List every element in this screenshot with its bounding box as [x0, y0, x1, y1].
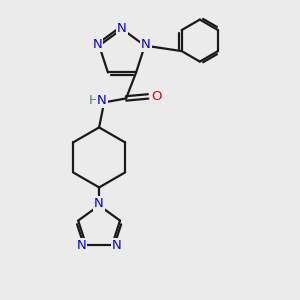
- Text: H: H: [89, 94, 99, 107]
- Text: N: N: [117, 22, 127, 34]
- Text: N: N: [92, 38, 102, 51]
- Text: N: N: [76, 239, 86, 252]
- Text: N: N: [112, 239, 122, 252]
- Text: O: O: [151, 90, 161, 103]
- Text: N: N: [97, 94, 107, 107]
- Text: N: N: [94, 197, 104, 210]
- Text: N: N: [141, 38, 151, 51]
